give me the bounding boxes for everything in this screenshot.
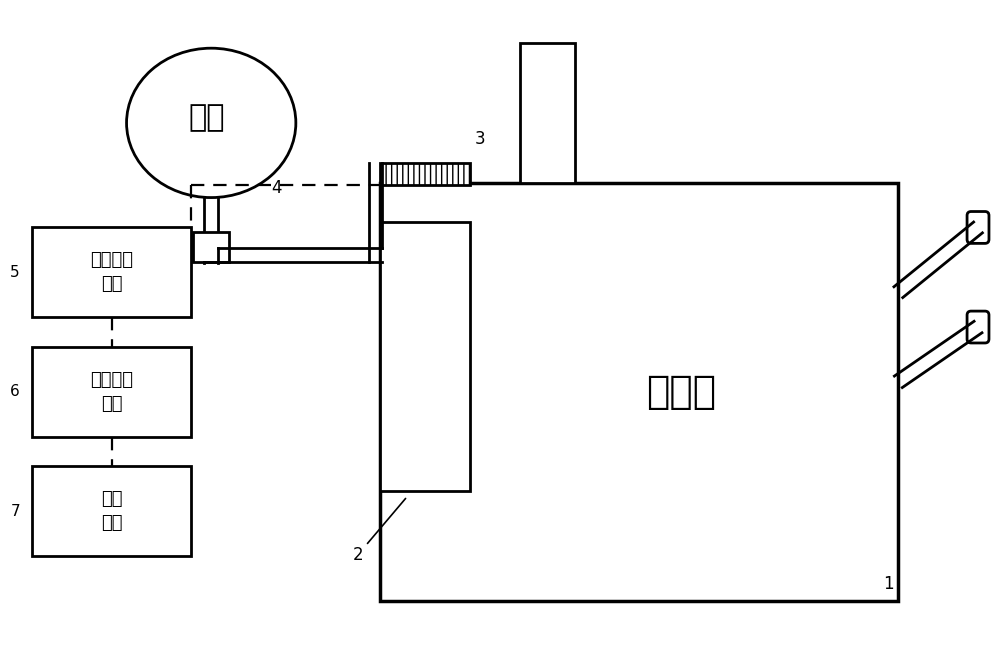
Bar <box>32 227 191 317</box>
Bar <box>380 222 470 491</box>
Text: 6: 6 <box>10 384 20 399</box>
Text: 7: 7 <box>10 504 20 519</box>
Text: 应变保护
单元: 应变保护 单元 <box>90 371 133 413</box>
Text: 1: 1 <box>883 575 894 593</box>
Bar <box>193 233 229 262</box>
Text: 油压启动
单元: 油压启动 单元 <box>90 251 133 293</box>
Bar <box>380 163 470 185</box>
FancyBboxPatch shape <box>967 311 989 343</box>
Bar <box>32 466 191 556</box>
Text: 5: 5 <box>10 265 20 280</box>
Text: 3: 3 <box>475 130 486 148</box>
Text: 油枕: 油枕 <box>188 103 224 132</box>
Text: 换流变: 换流变 <box>646 373 716 411</box>
Bar <box>380 183 898 601</box>
Text: 4: 4 <box>271 179 281 197</box>
FancyBboxPatch shape <box>967 212 989 243</box>
Text: 2: 2 <box>352 499 406 564</box>
Text: 跳闸
单元: 跳闸 单元 <box>101 491 122 532</box>
Bar <box>520 43 575 183</box>
Bar <box>32 347 191 437</box>
